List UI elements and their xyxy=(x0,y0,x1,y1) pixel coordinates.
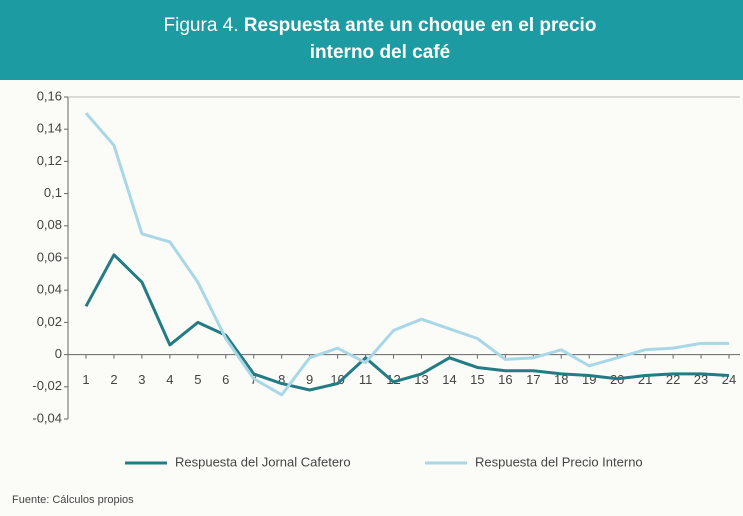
x-tick-label: 8 xyxy=(278,372,285,387)
y-tick-label: 0,02 xyxy=(37,314,62,329)
x-tick-label: 11 xyxy=(359,372,373,387)
figure-label-text: Figura 4. xyxy=(163,15,239,36)
y-tick-label: 0,12 xyxy=(37,153,62,168)
y-tick-label: 0 xyxy=(55,346,62,361)
x-tick-label: 17 xyxy=(526,372,540,387)
title-box: Figura 4. Respuesta ante un choque en el… xyxy=(130,12,630,66)
title-wrap: Figura 4. Respuesta ante un choque en el… xyxy=(130,12,630,66)
series-line xyxy=(84,112,729,397)
x-tick-label: 18 xyxy=(554,372,568,387)
x-tick-label: 2 xyxy=(110,372,117,387)
y-tick-label: 0,16 xyxy=(37,88,62,103)
source: Fuente: Cálculos propios xyxy=(12,494,134,506)
x-tick-label: 5 xyxy=(194,372,201,387)
y-tick-label: 0,04 xyxy=(37,282,62,297)
legend-label: Respuesta del Precio Interno xyxy=(475,454,643,469)
legend-label: Respuesta del Jornal Cafetero xyxy=(175,454,351,469)
y-tick-label: -0,04 xyxy=(32,410,62,425)
x-tick-label: 6 xyxy=(222,372,229,387)
x-tick-label: 23 xyxy=(694,372,708,387)
x-tick-label: 12 xyxy=(386,372,400,387)
x-tick-label: 4 xyxy=(166,372,173,387)
x-tick-label: 1 xyxy=(82,372,89,387)
chart-title: Respuesta ante un choque en el precio in… xyxy=(243,15,597,63)
x-tick-label: 14 xyxy=(442,372,456,387)
x-tick-label: 9 xyxy=(306,372,313,387)
y-tick-label: 0,1 xyxy=(44,185,62,200)
x-tick-label: 22 xyxy=(666,372,680,387)
y-tick-label: 0,06 xyxy=(37,249,62,264)
y-tick-label: 0,14 xyxy=(37,121,62,136)
series-line xyxy=(84,253,730,392)
x-tick-label: 16 xyxy=(498,372,512,387)
x-tick-label: 15 xyxy=(470,372,484,387)
x-tick-label: 3 xyxy=(138,372,145,387)
y-tick-label: 0,08 xyxy=(37,217,62,232)
y-tick-label: -0,02 xyxy=(32,378,62,393)
header-band xyxy=(0,0,743,80)
